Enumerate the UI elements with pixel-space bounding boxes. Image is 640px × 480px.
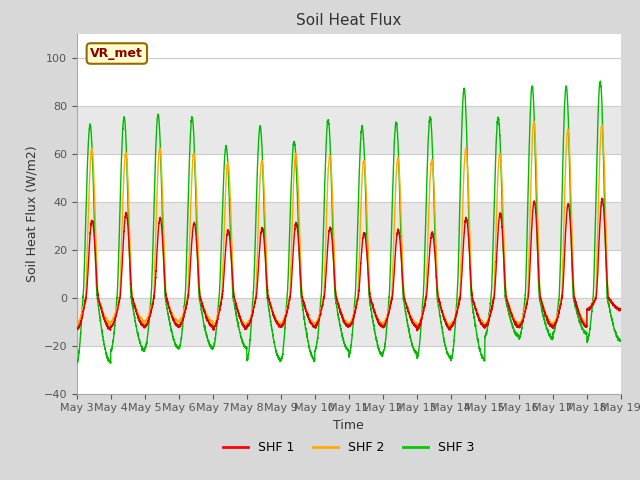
SHF 1	[525, 288, 532, 294]
SHF 1	[369, 303, 377, 309]
SHF 1	[539, 303, 547, 309]
Line: SHF 2: SHF 2	[77, 121, 621, 328]
SHF 2	[414, 325, 422, 331]
SHF 3	[617, 337, 625, 343]
X-axis label: Time: Time	[333, 419, 364, 432]
SHF 2	[369, 303, 377, 309]
SHF 3	[186, 150, 193, 156]
SHF 3	[596, 78, 604, 84]
Bar	[77, 298, 621, 346]
SHF 1	[598, 195, 606, 201]
SHF 1	[73, 325, 81, 331]
Line: SHF 3: SHF 3	[77, 81, 621, 363]
Title: Soil Heat Flux: Soil Heat Flux	[296, 13, 401, 28]
SHF 3	[539, 311, 547, 316]
SHF 3	[369, 317, 377, 323]
SHF 3	[525, 166, 532, 171]
SHF 3	[73, 359, 81, 364]
SHF 2	[73, 321, 81, 326]
SHF 1	[186, 276, 193, 281]
Line: SHF 1: SHF 1	[77, 198, 621, 331]
Text: VR_met: VR_met	[90, 47, 143, 60]
SHF 2	[398, 240, 406, 246]
SHF 2	[617, 306, 625, 312]
SHF 3	[107, 360, 115, 366]
Y-axis label: Soil Heat Flux (W/m2): Soil Heat Flux (W/m2)	[25, 145, 38, 282]
Bar	[77, 106, 621, 154]
SHF 2	[525, 264, 532, 270]
SHF 1	[398, 267, 406, 273]
SHF 2	[539, 303, 547, 309]
Legend: SHF 1, SHF 2, SHF 3: SHF 1, SHF 2, SHF 3	[218, 436, 479, 459]
SHF 2	[530, 118, 538, 124]
SHF 1	[617, 306, 625, 312]
SHF 2	[186, 240, 193, 246]
SHF 3	[498, 198, 506, 204]
SHF 1	[413, 328, 421, 334]
SHF 2	[498, 179, 506, 184]
Bar	[77, 202, 621, 250]
SHF 1	[498, 224, 506, 230]
SHF 3	[398, 274, 406, 279]
